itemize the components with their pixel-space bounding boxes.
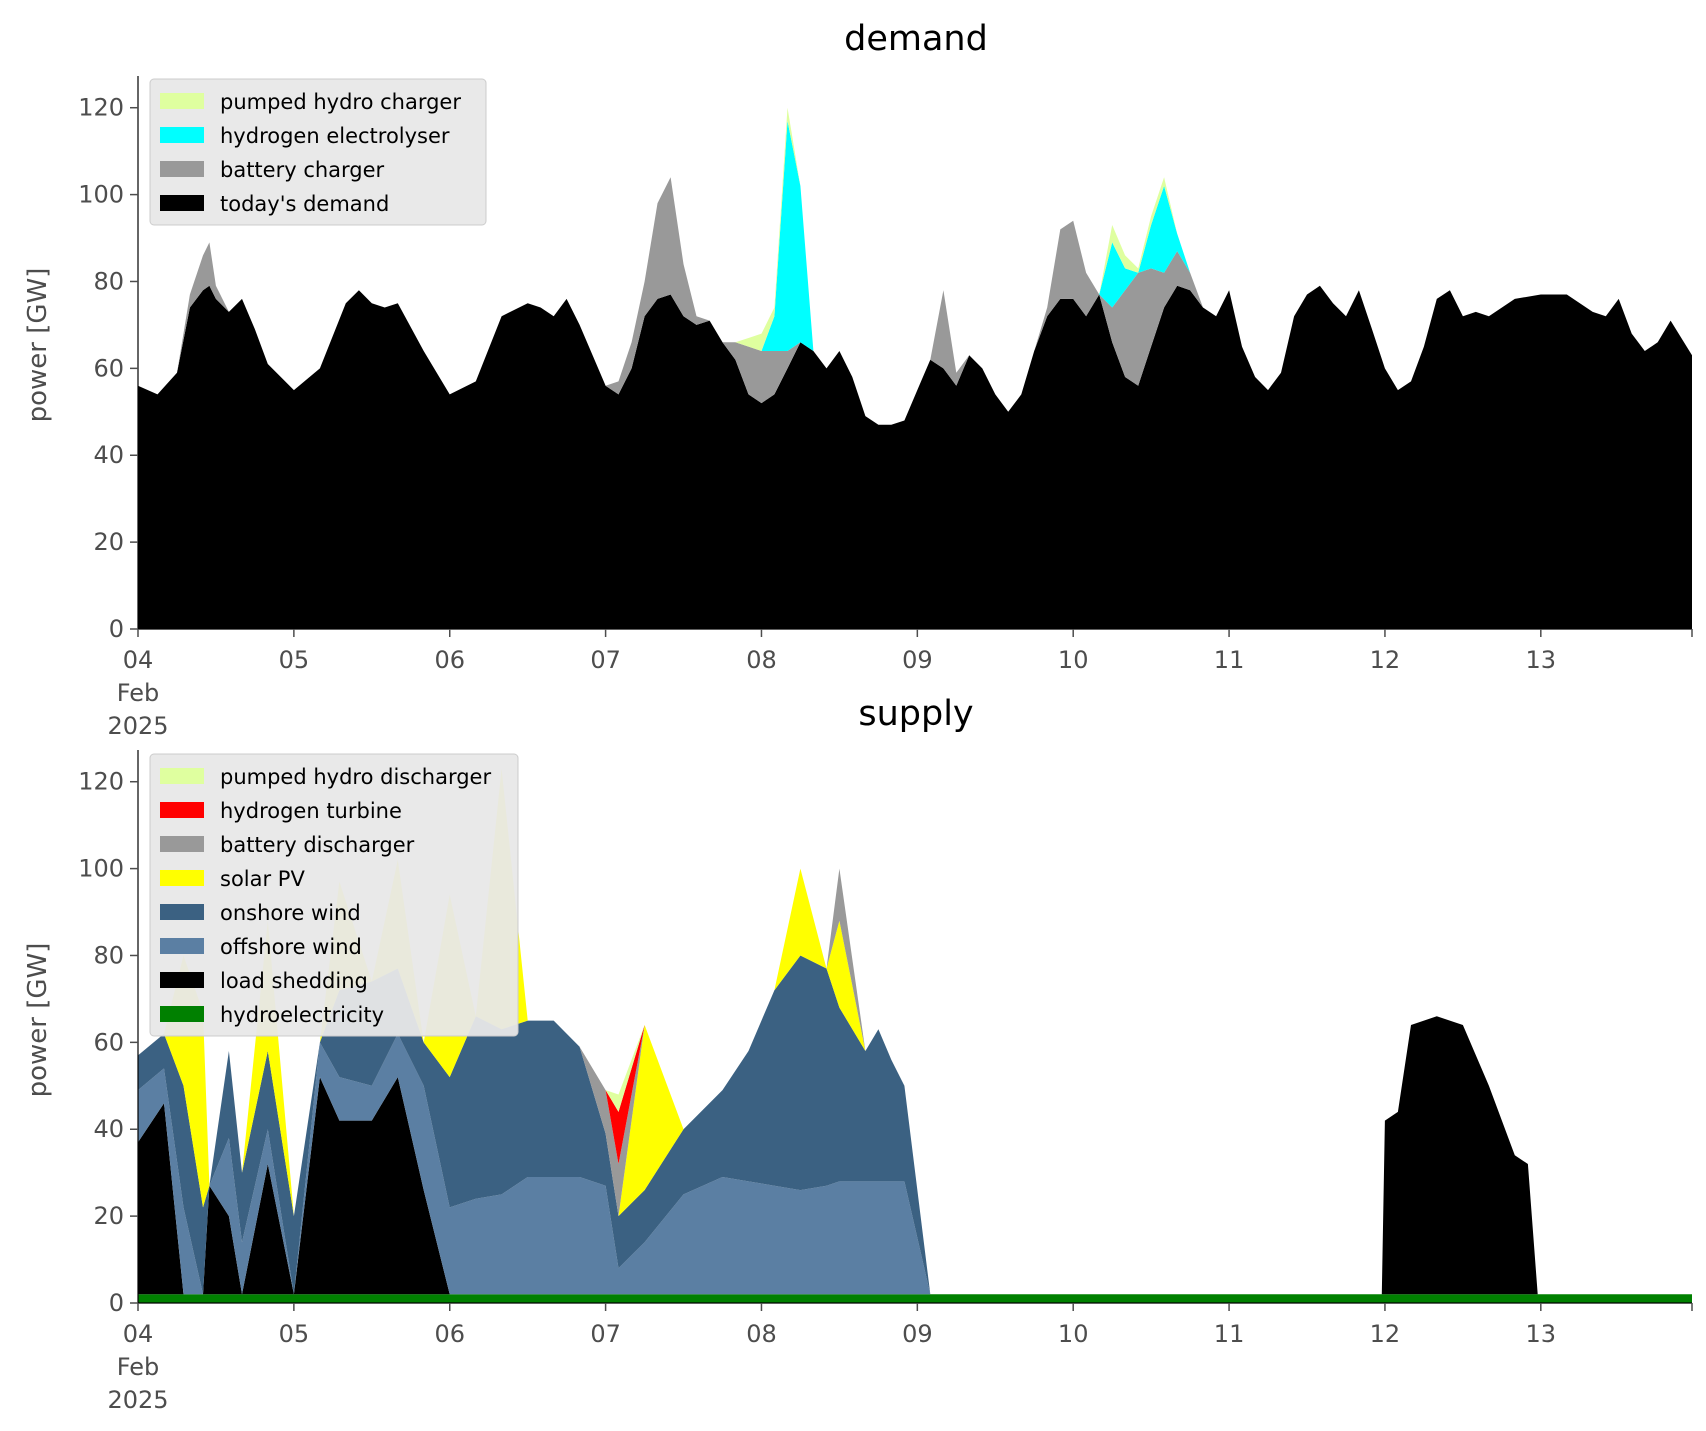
- x-tick-label: 04: [123, 646, 154, 674]
- legend-swatch: [160, 938, 204, 954]
- legend-box: [149, 753, 519, 1037]
- legend-label: pumped hydro discharger: [220, 765, 491, 789]
- x-tick-sublabel: Feb: [117, 679, 160, 707]
- legend-swatch: [160, 1006, 204, 1022]
- demand-axes: 0 20 40 60 80 100 120 04 05 06 07 08 09 10 11 12 13 Feb 20…: [78, 76, 1693, 740]
- series-area-0: [138, 285, 1692, 629]
- legend-box: [149, 78, 487, 226]
- legend-swatch: [160, 768, 204, 784]
- supply-title: supply: [858, 694, 973, 734]
- legend-label: hydroelectricity: [220, 1003, 384, 1027]
- x-tick-label: 09: [902, 1320, 933, 1348]
- x-tick-label: 11: [1214, 1320, 1245, 1348]
- supply-axes: 0 20 40 60 80 100 120 04 05 06 07 08 09 10 11 12 13 Feb 20…: [78, 750, 1693, 1414]
- x-tick-label: 08: [746, 646, 777, 674]
- legend-swatch: [160, 836, 204, 852]
- x-tick-sublabel: Feb: [117, 1353, 160, 1381]
- supply-legend: pumped hydro discharger hydrogen turbine b…: [149, 753, 519, 1037]
- x-tick-label: 12: [1370, 646, 1401, 674]
- y-tick-label: 20: [93, 528, 124, 556]
- x-tick-sublabel: 2025: [107, 1386, 168, 1414]
- legend-label: battery discharger: [220, 833, 415, 857]
- x-tick-label: 10: [1058, 1320, 1089, 1348]
- legend-label: offshore wind: [220, 935, 362, 959]
- y-tick-label: 40: [93, 1115, 124, 1143]
- y-tick-label: 60: [93, 354, 124, 382]
- legend-swatch: [160, 195, 204, 211]
- series-area-3: [138, 955, 1692, 1295]
- legend-swatch: [160, 870, 204, 886]
- y-tick-label: 80: [93, 267, 124, 295]
- legend-swatch: [160, 904, 204, 920]
- x-tick-label: 07: [590, 1320, 621, 1348]
- legend-label: hydrogen turbine: [220, 799, 402, 823]
- x-tick-label: 10: [1058, 646, 1089, 674]
- x-tick-label: 09: [902, 646, 933, 674]
- series-area-0: [138, 1294, 1692, 1303]
- legend-label: hydrogen electrolyser: [220, 124, 450, 148]
- x-tick-label: 07: [590, 646, 621, 674]
- y-tick-label: 120: [78, 768, 124, 796]
- legend-label: today's demand: [220, 192, 389, 216]
- y-tick-label: 0: [109, 615, 124, 643]
- x-tick-label: 06: [434, 646, 465, 674]
- legend-label: onshore wind: [220, 901, 361, 925]
- x-tick-label: 08: [746, 1320, 777, 1348]
- x-tick-label: 11: [1214, 646, 1245, 674]
- demand-ylabel: power [GW]: [23, 268, 53, 423]
- x-tick-label: 04: [123, 1320, 154, 1348]
- supply-ylabel: power [GW]: [23, 943, 53, 1098]
- y-tick-label: 60: [93, 1028, 124, 1056]
- x-tick-label: 13: [1526, 1320, 1557, 1348]
- y-tick-label: 80: [93, 941, 124, 969]
- y-tick-label: 100: [78, 855, 124, 883]
- y-tick-label: 0: [109, 1289, 124, 1317]
- legend-swatch: [160, 93, 204, 109]
- legend-swatch: [160, 161, 204, 177]
- legend-label: load shedding: [220, 969, 368, 993]
- x-tick-label: 12: [1370, 1320, 1401, 1348]
- series-area-2: [138, 1016, 1692, 1295]
- x-tick-sublabel: 2025: [107, 712, 168, 740]
- x-tick-label: 05: [279, 1320, 310, 1348]
- legend-label: battery charger: [220, 158, 385, 182]
- legend-swatch: [160, 802, 204, 818]
- demand-title: demand: [844, 19, 988, 59]
- x-tick-label: 05: [279, 646, 310, 674]
- legend-swatch: [160, 972, 204, 988]
- y-tick-label: 100: [78, 181, 124, 209]
- y-tick-label: 20: [93, 1202, 124, 1230]
- x-tick-label: 13: [1526, 646, 1557, 674]
- legend-label: solar PV: [220, 867, 305, 891]
- x-tick-label: 06: [434, 1320, 465, 1348]
- legend-label: pumped hydro charger: [220, 90, 461, 114]
- demand-legend: pumped hydro charger hydrogen electrolyse…: [149, 78, 487, 226]
- y-tick-label: 120: [78, 94, 124, 122]
- y-tick-label: 40: [93, 441, 124, 469]
- legend-swatch: [160, 127, 204, 143]
- demand-plot-area: [138, 107, 1692, 629]
